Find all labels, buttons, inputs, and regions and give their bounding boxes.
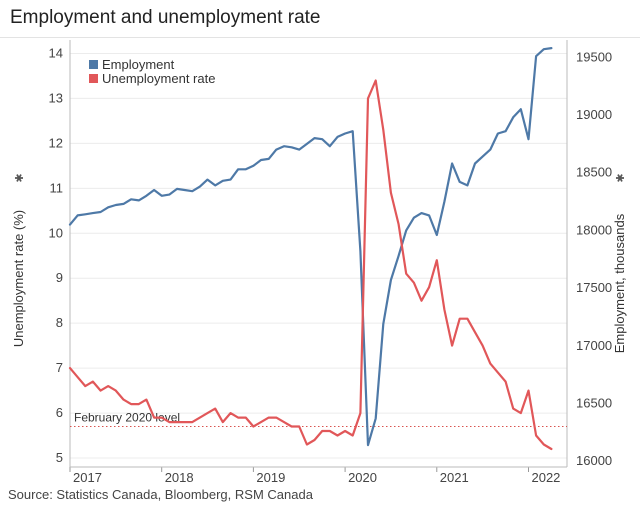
x-tick-label: 2018 [165, 470, 194, 485]
y-tick-label: 14 [49, 45, 63, 60]
y2-tick-label: 19000 [576, 107, 612, 122]
axes [69, 40, 568, 472]
y-axis-label: Unemployment rate (%) [11, 210, 26, 347]
legend: Employment Unemployment rate [89, 57, 215, 86]
chart-title: Employment and unemployment rate [10, 7, 321, 28]
x-tick-label: 2019 [256, 470, 285, 485]
reference-line-label: February 2020 level [74, 411, 180, 425]
y2-tick-label: 16500 [576, 396, 612, 411]
source-note: Source: Statistics Canada, Bloomberg, RS… [8, 487, 313, 502]
legend-label-employment: Employment [102, 57, 175, 72]
y-tick-label: 9 [56, 270, 63, 285]
x-tick-label: 2022 [531, 470, 560, 485]
y-tick-label: 13 [49, 90, 63, 105]
y2-axis-label-star-icon: ✱ [615, 173, 627, 182]
y-tick-label: 8 [56, 315, 63, 330]
y2-tick-label: 17000 [576, 338, 612, 353]
y-axis-label-star-icon: ✱ [14, 173, 26, 182]
y-tick-label: 12 [49, 135, 63, 150]
y2-tick-label: 17500 [576, 280, 612, 295]
legend-label-unemployment-rate: Unemployment rate [102, 71, 215, 86]
y2-tick-label: 18500 [576, 165, 612, 180]
grid-lines [70, 52, 567, 459]
tick-labels: 5 6 7 8 9 10 11 12 13 14 16000 16500 17000 17500 18000… [49, 45, 613, 485]
y-tick-label: 11 [50, 180, 64, 195]
legend-swatch-employment [89, 60, 98, 69]
series-lines [68, 46, 553, 451]
y-tick-label: 10 [49, 225, 63, 240]
y2-axis-label: Employment, thousands [612, 213, 627, 353]
y-tick-label: 7 [56, 360, 63, 375]
series-line-unemployment-rate [68, 79, 553, 451]
x-tick-label: 2017 [73, 470, 102, 485]
series-line-employment [68, 46, 553, 447]
y-tick-label: 5 [56, 450, 63, 465]
y2-tick-label: 19500 [576, 49, 612, 64]
y2-tick-label: 18000 [576, 222, 612, 237]
x-tick-label: 2020 [348, 470, 377, 485]
y-tick-label: 6 [56, 405, 63, 420]
x-tick-label: 2021 [440, 470, 469, 485]
y2-tick-label: 16000 [576, 453, 612, 468]
legend-swatch-unemployment-rate [89, 74, 98, 83]
title-divider [0, 37, 640, 38]
